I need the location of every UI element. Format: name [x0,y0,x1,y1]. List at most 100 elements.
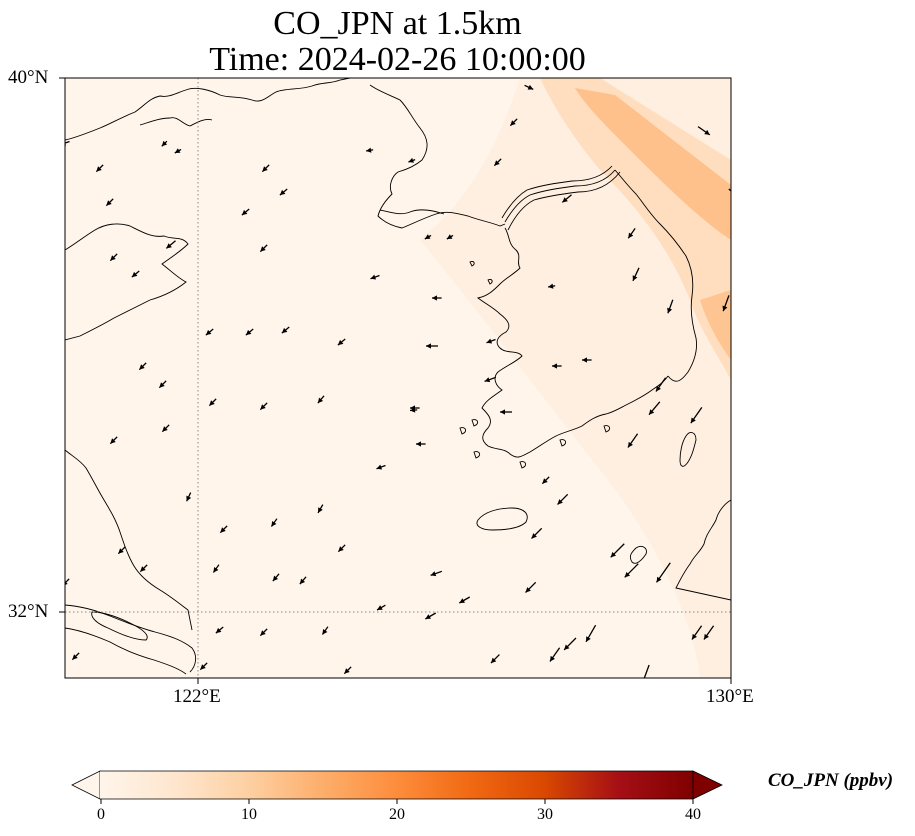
wind-vector [174,148,182,154]
colorbar-extend-high [692,770,723,800]
wind-vector [161,140,168,147]
map-title: CO_JPN at 1.5km [273,5,522,42]
wind-vector [409,407,418,413]
wind-vector [208,398,217,407]
wind-vector [627,433,639,448]
wind-vector [138,362,147,371]
wind-vector [321,626,329,635]
wind-vector [261,164,270,173]
wind-vector [563,637,577,651]
wind-vector [105,198,114,207]
wind-vector [408,157,416,163]
wind-vector [459,596,471,604]
colorbar-tick-40: 40 [685,806,701,823]
wind-vector [703,625,715,640]
lat-label-32n: 32°N [8,601,49,622]
coastline-korea-islands [459,261,611,469]
wind-vector [446,234,454,240]
lon-label-122e: 122°E [173,686,221,707]
wind-vector [691,625,703,640]
wind-vector [627,227,636,239]
wind-vector [648,401,661,416]
coastline-jeju [476,507,528,531]
wind-vector [259,402,268,411]
wind-vector [299,576,307,585]
wind-vector [525,581,537,593]
wind-vectors [65,84,731,678]
wind-vector [317,504,324,514]
colorbar-gradient [100,771,693,799]
wind-vector [270,518,278,527]
wind-vector [655,562,671,583]
colorbar-title: CO_JPN (ppbv) [768,770,894,791]
wind-vector [186,492,192,502]
lat-label-40n: 40°N [8,67,49,88]
lon-label-130e: 130°E [706,686,754,707]
wind-vector [632,267,640,282]
coastline-liaodong-peninsula [369,84,506,229]
wind-vector [697,126,711,136]
wind-vector [486,338,496,344]
wind-vector [585,624,597,643]
colorbar [71,770,723,804]
wind-vector [425,612,437,620]
wind-vector [430,570,443,577]
map-frame [64,77,732,679]
wind-vector [65,578,70,585]
coastline-korea-west [476,227,531,458]
wind-vector [161,424,170,433]
wind-vector [524,84,534,90]
wind-vector [109,436,118,445]
wind-vector [376,464,386,470]
coastline-yangtze-island [91,611,148,641]
colorbar-tick-10: 10 [241,806,257,823]
river-border-3 [501,165,613,219]
wind-vector [117,546,126,555]
wind-vector [376,604,386,611]
wind-vector [582,357,592,363]
co-plume-core [575,88,731,240]
wind-vector [549,647,561,662]
wind-vector [722,295,730,312]
coastline-bohai-inner [139,117,213,127]
wind-vector [541,476,550,485]
coastline-china-jiangsu [65,449,193,631]
wind-vector [245,328,254,336]
wind-vector [547,283,556,289]
wind-vector [219,525,228,534]
wind-vector [259,628,268,637]
wind-vector [259,244,268,253]
wind-vector [199,662,208,671]
wind-vector [212,564,220,573]
axis-ticks [59,77,732,684]
wind-vector [139,564,148,573]
wind-vector [432,295,442,301]
wind-vector [561,194,572,203]
wind-vector [624,563,639,578]
wind-vector [370,274,380,280]
wind-vector [667,299,674,314]
wind-vector [109,253,118,262]
wind-vector [71,652,80,661]
wind-vector [557,493,569,505]
wind-vector [205,328,214,336]
gridlines [65,78,731,678]
wind-vector [484,376,497,383]
wind-vector [531,527,543,539]
wind-vector [337,544,346,553]
wind-vector [490,654,500,664]
wind-vector [426,343,438,349]
wind-vector [279,188,288,196]
wind-vector [95,164,104,173]
wind-vector [552,363,562,369]
coastline-tsushima [679,432,697,467]
map-plot-area [65,78,731,678]
coastline-yangtze-south [65,627,187,675]
coastline-yangtze-estuary [65,604,197,673]
wind-vector [337,338,346,346]
wind-vector [281,326,290,334]
wind-vector [655,377,667,392]
colorbar-extend-low [71,770,101,800]
coastline-kyushu [675,499,731,601]
